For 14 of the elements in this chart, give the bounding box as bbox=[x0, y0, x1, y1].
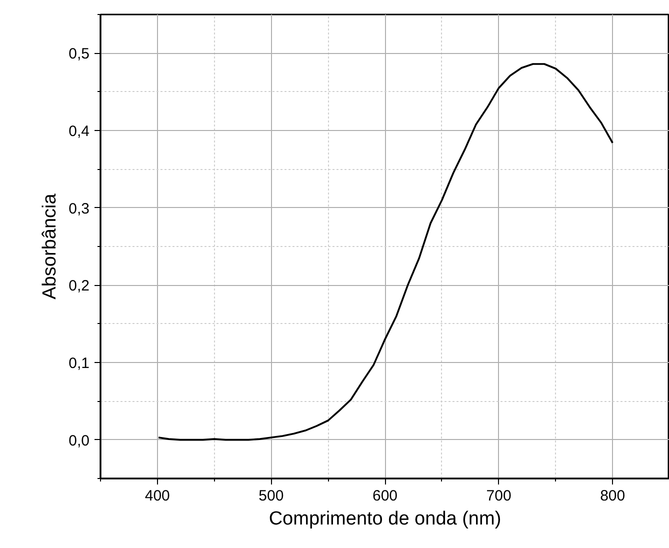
y-tick-label: 0,2 bbox=[68, 278, 90, 295]
x-tick-label: 500 bbox=[258, 488, 284, 504]
x-tick-label: 600 bbox=[372, 488, 398, 504]
x-tick-label: 400 bbox=[144, 488, 170, 504]
x-axis-title: Comprimento de onda (nm) bbox=[268, 508, 502, 530]
y-tick-label: 0,4 bbox=[68, 123, 90, 140]
y-tick-label: 0,1 bbox=[68, 355, 90, 372]
y-tick-label: 0,5 bbox=[68, 46, 90, 63]
y-axis-title: Absorbância bbox=[40, 193, 61, 300]
x-tick-label: 800 bbox=[600, 488, 626, 504]
y-tick-label: 0,0 bbox=[68, 432, 90, 450]
x-tick-label: 700 bbox=[486, 488, 512, 504]
line-series bbox=[158, 63, 614, 441]
y-tick-label: 0,3 bbox=[68, 200, 90, 218]
